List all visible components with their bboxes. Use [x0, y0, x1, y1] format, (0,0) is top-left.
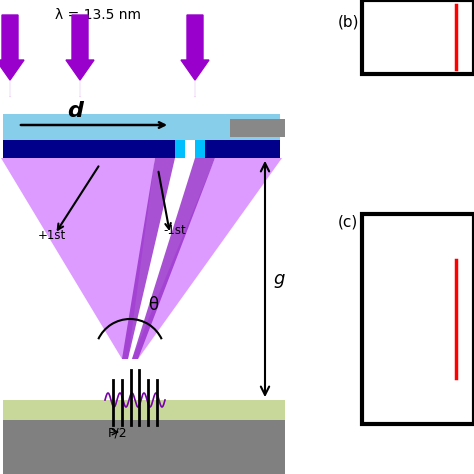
- Bar: [3, 114, 280, 140]
- Polygon shape: [1, 158, 155, 359]
- Text: (b): (b): [338, 14, 359, 29]
- Text: P/2: P/2: [108, 426, 128, 439]
- FancyArrow shape: [0, 15, 24, 80]
- Text: -1st: -1st: [163, 224, 186, 237]
- Polygon shape: [132, 158, 282, 359]
- Bar: [3, 420, 285, 474]
- Bar: [3, 400, 285, 420]
- FancyArrow shape: [66, 15, 94, 80]
- Bar: [185, 140, 195, 158]
- Bar: [362, 0, 474, 74]
- Bar: [175, 140, 185, 158]
- Bar: [362, 214, 474, 424]
- Text: λ = 13.5 nm: λ = 13.5 nm: [55, 8, 141, 22]
- Text: p1: p1: [372, 26, 400, 45]
- Text: d: d: [67, 101, 83, 121]
- Bar: [165, 140, 175, 158]
- Polygon shape: [132, 158, 215, 359]
- Text: +1st: +1st: [38, 229, 66, 242]
- Bar: [3, 140, 280, 158]
- Polygon shape: [122, 158, 175, 359]
- Text: (c): (c): [338, 214, 358, 229]
- Text: θ: θ: [148, 296, 158, 314]
- FancyArrow shape: [181, 15, 209, 80]
- Bar: [195, 140, 205, 158]
- Text: g: g: [273, 270, 284, 288]
- Text: p1: p1: [372, 308, 400, 327]
- Bar: [230, 119, 285, 137]
- Bar: [205, 140, 215, 158]
